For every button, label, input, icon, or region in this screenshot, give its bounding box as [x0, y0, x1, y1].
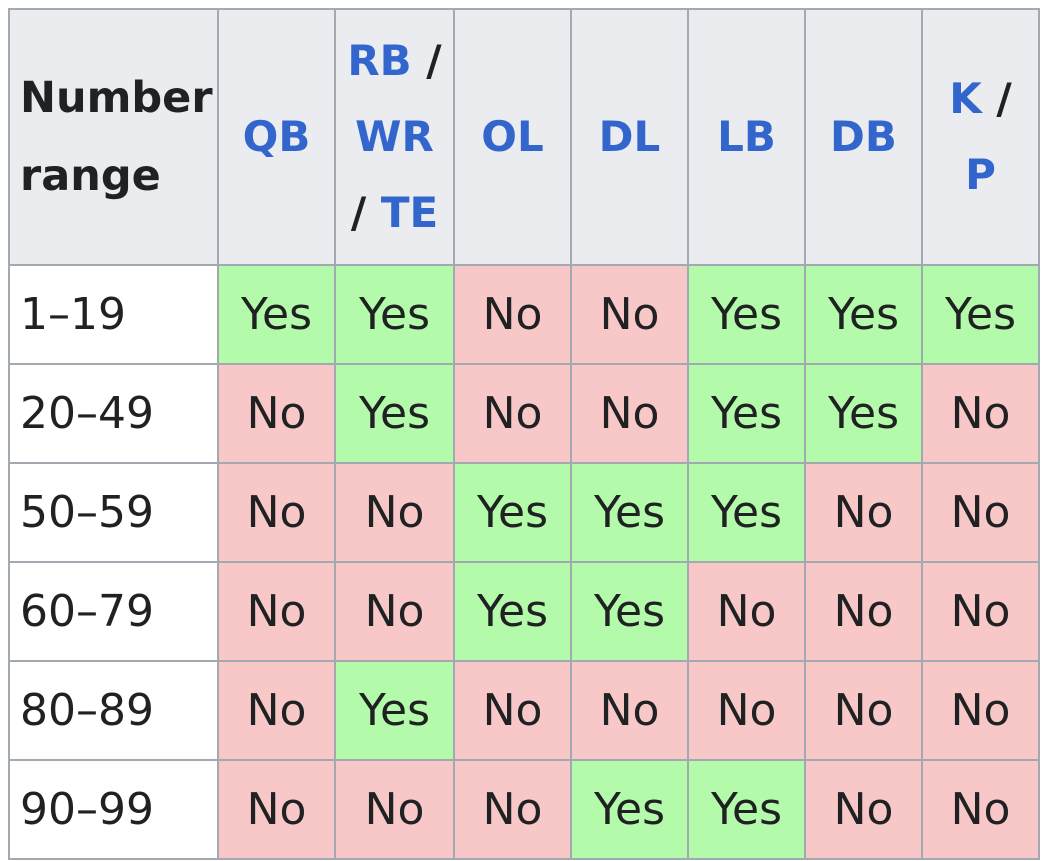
eligibility-cell: Yes	[687, 462, 806, 563]
header-line: Number	[20, 73, 213, 123]
position-header: K / P	[921, 8, 1040, 266]
separator: /	[981, 74, 1012, 123]
eligibility-cell: No	[334, 561, 455, 662]
eligibility-cell: No	[217, 759, 336, 860]
eligibility-cell: Yes	[570, 462, 689, 563]
position-header: DB	[804, 8, 923, 266]
table-row: 60–79 No No Yes Yes No No No	[8, 561, 1040, 662]
table-row: 20–49 No Yes No No Yes Yes No	[8, 363, 1040, 464]
eligibility-cell: No	[453, 264, 572, 365]
position-link[interactable]: TE	[380, 188, 439, 237]
eligibility-cell: No	[804, 462, 923, 563]
number-range-header: Number range	[8, 8, 219, 266]
position-link[interactable]: DB	[830, 112, 897, 161]
eligibility-cell: No	[921, 462, 1040, 563]
eligibility-cell: Yes	[921, 264, 1040, 365]
eligibility-cell: No	[687, 561, 806, 662]
eligibility-cell: No	[687, 660, 806, 761]
eligibility-cell: No	[804, 561, 923, 662]
position-link[interactable]: RB	[347, 36, 412, 85]
separator: /	[411, 36, 442, 85]
eligibility-cell: No	[453, 660, 572, 761]
eligibility-cell: No	[921, 363, 1040, 464]
number-range-cell: 80–89	[8, 660, 219, 761]
table-row: 80–89 No Yes No No No No No	[8, 660, 1040, 761]
eligibility-cell: No	[804, 759, 923, 860]
eligibility-cell: No	[570, 363, 689, 464]
eligibility-cell: Yes	[334, 660, 455, 761]
eligibility-cell: Yes	[570, 561, 689, 662]
eligibility-cell: Yes	[334, 363, 455, 464]
separator: /	[350, 188, 381, 237]
eligibility-cell: No	[921, 660, 1040, 761]
eligibility-cell: No	[570, 264, 689, 365]
position-header: OL	[453, 8, 572, 266]
eligibility-cell: No	[334, 759, 455, 860]
eligibility-cell: Yes	[334, 264, 455, 365]
eligibility-cell: No	[921, 759, 1040, 860]
eligibility-cell: No	[217, 561, 336, 662]
number-range-cell: 90–99	[8, 759, 219, 860]
number-range-cell: 50–59	[8, 462, 219, 563]
eligibility-cell: Yes	[804, 363, 923, 464]
number-eligibility-table: Number range QB RB / WR / TE OL DL LB DB K…	[8, 8, 1040, 860]
header-line: range	[20, 151, 161, 201]
eligibility-cell: No	[804, 660, 923, 761]
position-header: LB	[687, 8, 806, 266]
position-link[interactable]: OL	[481, 112, 544, 161]
eligibility-cell: No	[217, 363, 336, 464]
eligibility-cell: No	[217, 660, 336, 761]
eligibility-cell: Yes	[804, 264, 923, 365]
position-link[interactable]: WR	[355, 112, 434, 161]
eligibility-cell: Yes	[687, 759, 806, 860]
table-row: 50–59 No No Yes Yes Yes No No	[8, 462, 1040, 563]
eligibility-cell: No	[921, 561, 1040, 662]
position-header: RB / WR / TE	[334, 8, 455, 266]
header-row: Number range QB RB / WR / TE OL DL LB DB K…	[8, 8, 1040, 266]
table-wrapper: Number range QB RB / WR / TE OL DL LB DB K…	[8, 8, 1040, 860]
eligibility-cell: No	[453, 759, 572, 860]
eligibility-cell: Yes	[453, 462, 572, 563]
eligibility-cell: No	[334, 462, 455, 563]
eligibility-cell: Yes	[687, 363, 806, 464]
table-row: 90–99 No No No Yes Yes No No	[8, 759, 1040, 860]
eligibility-cell: Yes	[453, 561, 572, 662]
eligibility-cell: Yes	[217, 264, 336, 365]
eligibility-cell: No	[217, 462, 336, 563]
number-range-cell: 1–19	[8, 264, 219, 365]
position-link[interactable]: DL	[598, 112, 661, 161]
eligibility-cell: No	[453, 363, 572, 464]
position-link[interactable]: P	[965, 150, 996, 199]
eligibility-cell: Yes	[687, 264, 806, 365]
position-link[interactable]: K	[949, 74, 982, 123]
number-range-cell: 60–79	[8, 561, 219, 662]
number-range-cell: 20–49	[8, 363, 219, 464]
position-link[interactable]: LB	[717, 112, 776, 161]
eligibility-cell: No	[570, 660, 689, 761]
position-header: DL	[570, 8, 689, 266]
table-row: 1–19 Yes Yes No No Yes Yes Yes	[8, 264, 1040, 365]
position-link[interactable]: QB	[242, 112, 311, 161]
position-header: QB	[217, 8, 336, 266]
eligibility-cell: Yes	[570, 759, 689, 860]
